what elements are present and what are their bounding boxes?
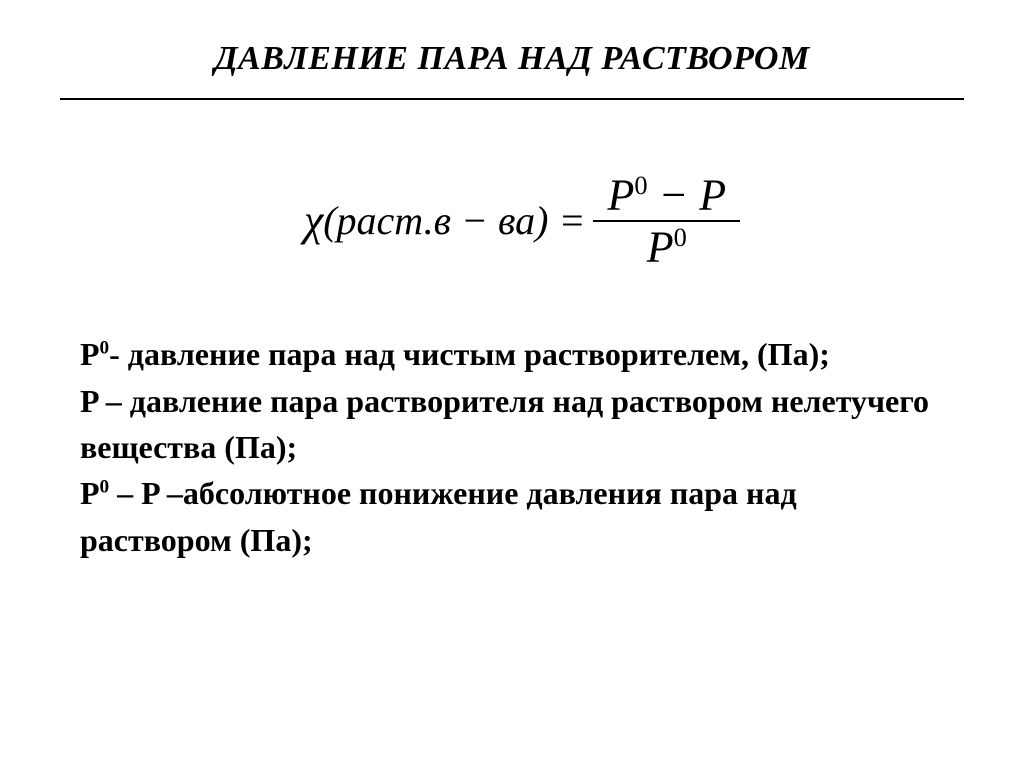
paren-open: (	[323, 198, 336, 243]
def-line-3: P0 – P –абсолютное понижение давления па…	[80, 470, 944, 563]
denominator: P0	[633, 222, 701, 272]
den-p: P	[647, 222, 674, 271]
def3-sup: 0	[100, 477, 110, 498]
den-sup: 0	[674, 222, 687, 252]
def-line-1: P0- давление пара над чистым растворител…	[80, 331, 944, 377]
paren-close-eq: ) =	[535, 198, 585, 243]
numerator: P0 − P	[593, 170, 740, 222]
fraction: P0 − P P0	[593, 170, 740, 271]
def3-text: –абсолютное понижение давления пара над …	[80, 475, 797, 557]
raoult-formula: χ (раст.в − ва) = P0 − P P0	[304, 170, 740, 271]
formula-block: χ (раст.в − ва) = P0 − P P0	[60, 170, 964, 271]
formula-arg: раст.в − ва	[337, 198, 536, 243]
chi-symbol: χ	[304, 199, 323, 243]
def3-var2: P	[141, 475, 159, 511]
num-p0: P	[607, 171, 634, 220]
title-divider	[60, 98, 964, 100]
page-title: ДАВЛЕНИЕ ПАРА НАД РАСТВОРОМ	[60, 40, 964, 78]
num-p0-sup: 0	[634, 170, 647, 200]
def3-var1: P	[80, 475, 100, 511]
def1-var: P	[80, 336, 100, 372]
def3-mid: –	[109, 475, 141, 511]
num-p: P	[699, 171, 726, 220]
def1-text: - давление пара над чистым растворителем…	[109, 336, 830, 372]
num-minus: −	[648, 171, 700, 220]
def1-sup: 0	[100, 338, 110, 359]
def-line-2: P – давление пара растворителя над раств…	[80, 378, 944, 471]
formula-lhs: (раст.в − ва) =	[323, 201, 585, 241]
def2-text: – давление пара растворителя над раствор…	[80, 383, 929, 465]
definitions-block: P0- давление пара над чистым растворител…	[60, 331, 964, 563]
def2-var: P	[80, 383, 98, 419]
